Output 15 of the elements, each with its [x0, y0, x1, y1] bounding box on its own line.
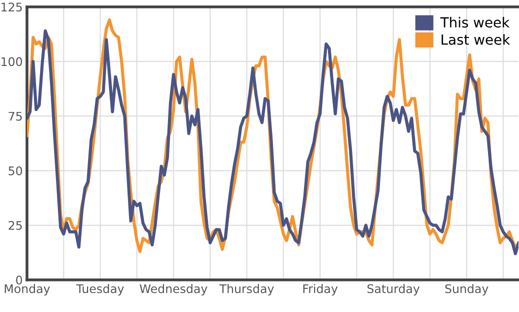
y-tick-label: 125: [2, 2, 22, 12]
y-tick-label: 50: [8, 166, 22, 176]
x-tick-label: Saturday: [367, 284, 420, 296]
legend-label: Last week: [442, 34, 510, 45]
x-tick-label: Sunday: [445, 284, 488, 296]
x-tick-label: Tuesday: [76, 284, 124, 296]
legend-label: This week: [440, 16, 510, 28]
x-tick-label: Friday: [303, 284, 338, 296]
x-tick-label: Wednesday: [140, 284, 208, 296]
x-tick-label: Thursday: [219, 284, 274, 296]
y-tick-label: 0: [16, 276, 22, 285]
y-tick-label: 100: [2, 57, 22, 66]
y-tick-label: 75: [8, 112, 22, 121]
y-tick-label: 25: [8, 220, 22, 230]
x-tick-label: Monday: [4, 284, 50, 296]
